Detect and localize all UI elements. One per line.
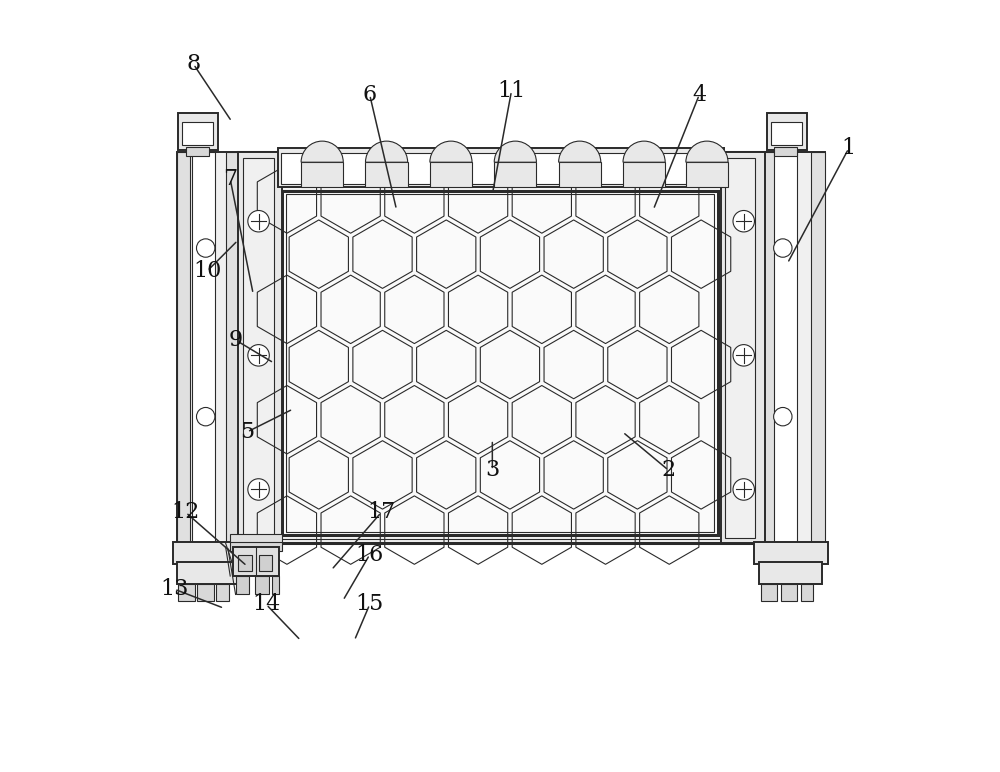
Bar xyxy=(178,113,218,150)
Bar xyxy=(243,158,274,538)
Text: 12: 12 xyxy=(172,502,200,523)
Circle shape xyxy=(248,479,269,500)
Bar xyxy=(177,562,239,584)
Wedge shape xyxy=(559,141,601,162)
Text: 6: 6 xyxy=(363,83,377,106)
Bar xyxy=(754,543,828,564)
Circle shape xyxy=(733,479,754,500)
Wedge shape xyxy=(686,141,728,162)
Bar xyxy=(761,584,777,601)
Bar xyxy=(178,584,195,601)
Bar xyxy=(259,554,272,571)
Text: 4: 4 xyxy=(692,83,706,106)
Bar xyxy=(762,152,776,543)
Wedge shape xyxy=(494,141,536,162)
Text: 3: 3 xyxy=(485,459,499,481)
Wedge shape xyxy=(623,141,665,162)
Bar xyxy=(686,162,728,187)
Text: 13: 13 xyxy=(160,578,188,600)
Text: 2: 2 xyxy=(662,459,676,481)
Bar xyxy=(242,156,761,540)
Bar xyxy=(282,191,718,536)
Bar xyxy=(226,152,239,543)
Bar xyxy=(216,584,229,601)
Text: 15: 15 xyxy=(356,594,384,615)
Bar xyxy=(767,113,807,150)
Text: 5: 5 xyxy=(240,421,254,443)
Bar xyxy=(238,554,252,571)
Circle shape xyxy=(196,239,215,257)
Text: 1: 1 xyxy=(842,137,856,159)
Bar xyxy=(762,152,825,543)
Bar xyxy=(286,195,714,532)
Bar xyxy=(177,152,239,543)
Bar xyxy=(255,576,269,594)
Bar xyxy=(430,162,472,187)
Bar xyxy=(494,162,536,187)
Bar xyxy=(233,547,279,576)
Bar xyxy=(192,152,215,543)
Text: 17: 17 xyxy=(367,502,395,523)
Text: 11: 11 xyxy=(497,80,526,102)
Bar xyxy=(623,162,665,187)
Wedge shape xyxy=(301,141,343,162)
Text: 16: 16 xyxy=(356,543,384,566)
Bar xyxy=(272,576,279,594)
Bar xyxy=(811,152,825,543)
Text: 10: 10 xyxy=(193,260,221,282)
Bar xyxy=(173,543,247,564)
Bar xyxy=(182,121,213,144)
Text: 14: 14 xyxy=(252,594,280,615)
Bar xyxy=(230,542,282,550)
Bar xyxy=(278,148,724,187)
Circle shape xyxy=(774,239,792,257)
Wedge shape xyxy=(430,141,472,162)
Circle shape xyxy=(196,408,215,426)
Bar xyxy=(774,147,797,156)
Bar xyxy=(801,584,813,601)
Bar xyxy=(301,162,343,187)
Bar xyxy=(774,152,797,543)
Circle shape xyxy=(248,344,269,366)
Bar xyxy=(559,162,601,187)
Text: 9: 9 xyxy=(229,329,243,351)
Bar xyxy=(177,152,190,543)
Bar xyxy=(781,584,797,601)
Circle shape xyxy=(248,211,269,232)
Circle shape xyxy=(733,344,754,366)
Bar xyxy=(771,121,802,144)
Bar xyxy=(230,534,282,543)
Bar xyxy=(721,152,765,543)
Bar xyxy=(238,152,765,543)
Text: 7: 7 xyxy=(223,168,237,190)
Bar xyxy=(759,562,822,584)
Bar xyxy=(186,147,209,156)
Bar xyxy=(725,158,755,538)
Circle shape xyxy=(774,408,792,426)
Wedge shape xyxy=(365,141,408,162)
Bar xyxy=(281,153,721,184)
Bar xyxy=(365,162,408,187)
Circle shape xyxy=(733,211,754,232)
Bar xyxy=(238,152,282,543)
Bar xyxy=(197,584,214,601)
Bar xyxy=(236,576,249,594)
Text: 8: 8 xyxy=(186,53,201,75)
